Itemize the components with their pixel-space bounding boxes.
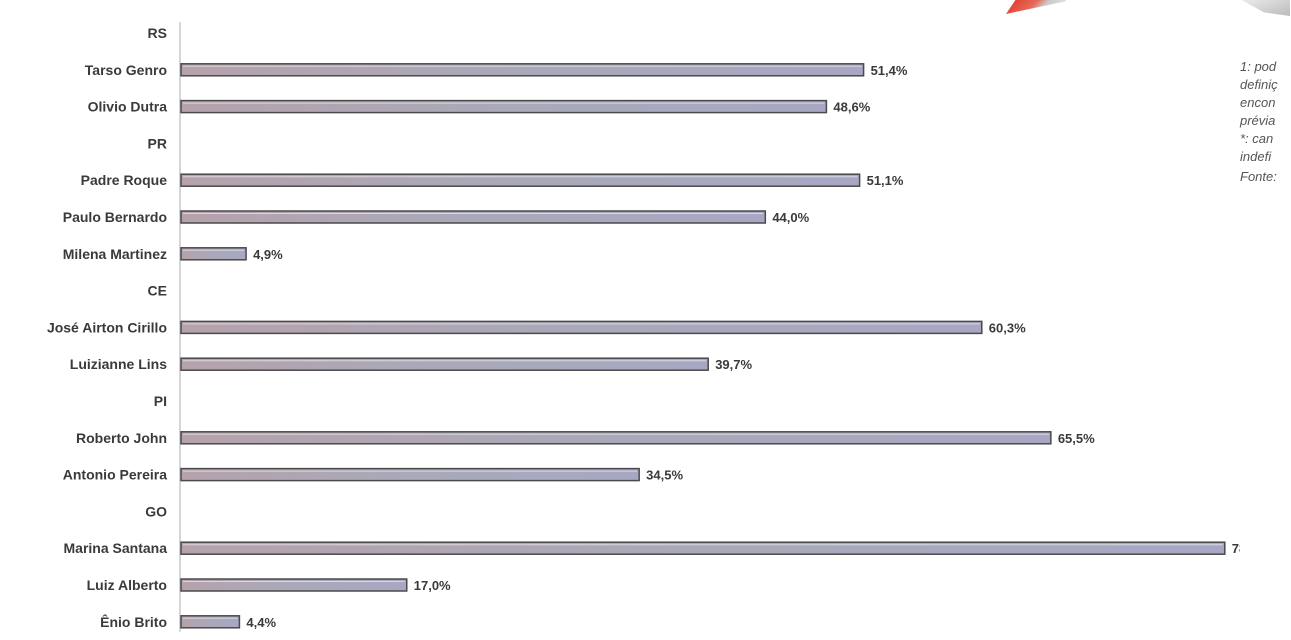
footnote-line: indefi — [1240, 149, 1272, 164]
footnotes: 1: pod definiç encon prévia *: can indef… — [1240, 58, 1291, 186]
group-label-pi: PI — [154, 393, 167, 409]
bar-luiz-alberto — [180, 578, 408, 592]
footnote-line: *: can — [1240, 131, 1274, 146]
candidate-label-paulo-bernardo: Paulo Bernardo — [63, 209, 167, 225]
value-label-milena-martinez: 4,9% — [253, 247, 283, 262]
group-label-go: GO — [145, 503, 167, 519]
candidate-label-roberto-john: Roberto John — [76, 430, 167, 446]
footnote-line: prévia — [1240, 113, 1276, 128]
footnote-line: definiç — [1240, 77, 1278, 92]
footnote-line: 1: pod — [1240, 59, 1277, 74]
candidate-label-antonio-pereira: Antonio Pereira — [63, 467, 167, 483]
candidate-label-jose-airton-cirillo: José Airton Cirillo — [47, 319, 167, 335]
bar-padre-roque — [180, 173, 861, 187]
bar-marina-santana — [180, 541, 1226, 555]
value-label-antonio-pereira: 34,5% — [646, 468, 683, 483]
value-label-luizianne-lins: 39,7% — [715, 357, 752, 372]
group-label-pr: PR — [148, 135, 167, 151]
candidate-label-olivio-dutra: Olivio Dutra — [88, 99, 168, 115]
bar-olivio-dutra — [180, 99, 828, 114]
candidate-label-enio-brito: Ênio Brito — [100, 613, 167, 630]
footnote-line: encon — [1240, 95, 1276, 110]
candidate-label-milena-martinez: Milena Martinez — [63, 246, 167, 262]
value-label-luiz-alberto: 17,0% — [414, 578, 451, 593]
bar-roberto-john — [180, 431, 1052, 445]
candidate-label-tarso-genro: Tarso Genro — [85, 62, 167, 78]
bar-milena-martinez — [180, 247, 247, 261]
bar-paulo-bernardo — [180, 210, 767, 224]
bar-chart: RS Tarso Genro 51,4% Olivio Dutra 48,6% PR Pad… — [47, 22, 1240, 632]
value-label-enio-brito: 4,4% — [246, 615, 276, 630]
value-label-padre-roque: 51,1% — [867, 173, 904, 188]
bar-jose-airton-cirillo — [180, 320, 983, 335]
value-label-olivio-dutra: 48,6% — [833, 100, 870, 115]
bar-luizianne-lins — [180, 357, 709, 371]
value-label-jose-airton-cirillo: 60,3% — [989, 320, 1026, 335]
value-label-tarso-genro: 51,4% — [871, 63, 908, 78]
value-label-marina-santana: 78,6% — [1232, 541, 1240, 556]
source-label: Fonte: — [1240, 169, 1277, 184]
bar-tarso-genro — [180, 63, 865, 77]
value-label-roberto-john: 65,5% — [1058, 431, 1095, 446]
bar-antonio-pereira — [180, 467, 640, 482]
candidate-label-luiz-alberto: Luiz Alberto — [87, 577, 167, 593]
decorative-shard-gray — [1238, 0, 1290, 16]
candidate-label-marina-santana: Marina Santana — [64, 540, 168, 556]
value-label-paulo-bernardo: 44,0% — [772, 210, 809, 225]
group-label-ce: CE — [148, 283, 167, 299]
group-label-rs: RS — [148, 25, 167, 41]
candidate-label-luizianne-lins: Luizianne Lins — [70, 356, 167, 372]
bar-enio-brito — [180, 615, 241, 629]
candidate-label-padre-roque: Padre Roque — [81, 172, 168, 188]
